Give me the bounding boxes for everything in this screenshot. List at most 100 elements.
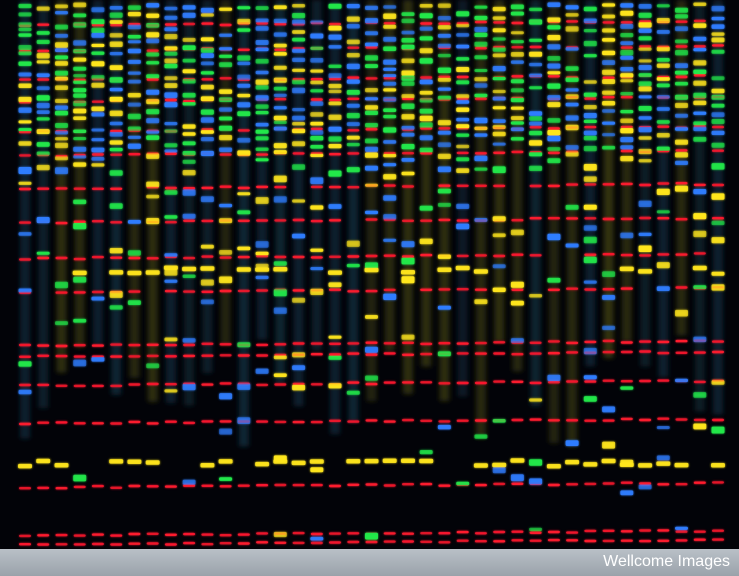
sequence-band xyxy=(492,119,506,123)
sequence-band xyxy=(18,22,32,27)
red-band xyxy=(128,420,141,424)
sequence-band xyxy=(182,213,196,219)
yellow-band xyxy=(492,462,507,468)
sequence-band xyxy=(36,73,50,77)
sequence-band xyxy=(127,135,141,139)
red-band xyxy=(402,540,414,543)
red-band xyxy=(110,153,123,156)
sequence-band xyxy=(474,77,488,82)
red-band xyxy=(712,125,724,129)
sequence-band xyxy=(237,18,251,25)
sequence-band xyxy=(73,162,87,167)
sequence-band xyxy=(292,297,306,303)
sequence-band xyxy=(91,357,105,362)
red-band xyxy=(19,258,31,261)
sequence-band xyxy=(55,142,68,149)
red-band xyxy=(219,256,232,259)
sequence-band xyxy=(127,12,141,17)
red-band xyxy=(37,354,50,357)
yellow-band xyxy=(638,269,653,274)
red-band xyxy=(55,291,68,294)
sequence-band xyxy=(383,108,397,112)
red-band xyxy=(310,185,323,189)
sequence-band xyxy=(620,55,634,60)
sequence-band xyxy=(237,383,251,390)
sequence-band xyxy=(437,43,451,48)
sequence-band xyxy=(273,106,287,110)
sequence-band xyxy=(693,111,707,115)
yellow-band xyxy=(145,460,160,465)
red-band xyxy=(474,381,487,385)
red-band xyxy=(19,355,31,358)
sequence-band xyxy=(219,97,233,102)
yellow-band xyxy=(36,458,51,464)
sequence-band xyxy=(18,72,32,77)
red-band xyxy=(19,130,31,134)
sequence-band xyxy=(602,109,616,113)
red-band xyxy=(620,481,633,484)
sequence-band xyxy=(310,153,324,157)
red-band xyxy=(310,219,323,223)
sequence-band xyxy=(200,53,214,58)
sequence-band xyxy=(711,94,725,100)
sequence-band xyxy=(401,276,415,284)
sequence-band xyxy=(18,61,32,66)
sequence-band xyxy=(55,42,68,48)
sequence-band xyxy=(693,213,707,220)
red-band xyxy=(438,541,451,544)
sequence-band xyxy=(255,70,269,75)
red-band xyxy=(219,289,232,293)
red-band xyxy=(55,354,68,358)
red-band xyxy=(438,382,451,385)
sequence-band xyxy=(620,33,634,38)
yellow-band xyxy=(182,266,197,272)
sequence-band xyxy=(583,145,597,152)
red-band xyxy=(274,541,287,544)
sequence-band xyxy=(529,73,543,78)
sequence-band xyxy=(237,210,251,215)
red-band xyxy=(474,352,487,355)
sequence-band xyxy=(638,81,652,87)
red-band xyxy=(55,543,68,546)
sequence-band xyxy=(583,256,597,264)
sequence-band xyxy=(383,140,397,144)
sequence-band xyxy=(55,61,68,66)
sequence-band xyxy=(437,202,451,207)
sequence-band xyxy=(365,146,378,152)
sequence-band xyxy=(200,299,214,305)
sequence-band xyxy=(109,12,123,18)
lane-smear xyxy=(238,0,249,447)
red-band xyxy=(365,254,378,258)
sequence-band xyxy=(328,25,342,31)
red-band xyxy=(474,20,487,24)
red-band xyxy=(511,150,524,154)
sequence-band xyxy=(437,120,451,126)
red-band xyxy=(128,383,141,386)
sequence-band xyxy=(91,157,105,161)
red-band xyxy=(219,534,232,537)
red-band xyxy=(37,383,50,387)
red-band xyxy=(438,420,451,423)
red-band xyxy=(237,484,250,487)
red-band xyxy=(219,542,232,545)
red-band xyxy=(639,340,652,343)
red-band xyxy=(164,355,177,358)
sequence-band xyxy=(474,15,488,20)
sequence-band xyxy=(638,136,652,140)
sequence-band xyxy=(255,79,269,85)
sequence-band xyxy=(711,426,725,434)
red-band xyxy=(183,219,196,222)
sequence-band xyxy=(510,79,524,84)
red-band xyxy=(602,482,615,485)
red-band xyxy=(365,353,378,356)
sequence-band xyxy=(219,62,233,68)
red-band xyxy=(19,221,31,224)
sequence-band xyxy=(437,3,451,8)
sequence-band xyxy=(328,89,342,94)
sequence-band xyxy=(55,105,68,110)
red-band xyxy=(438,288,451,291)
sequence-band xyxy=(328,3,342,9)
red-band xyxy=(164,533,177,536)
sequence-band xyxy=(255,104,269,109)
sequence-band xyxy=(638,12,652,18)
